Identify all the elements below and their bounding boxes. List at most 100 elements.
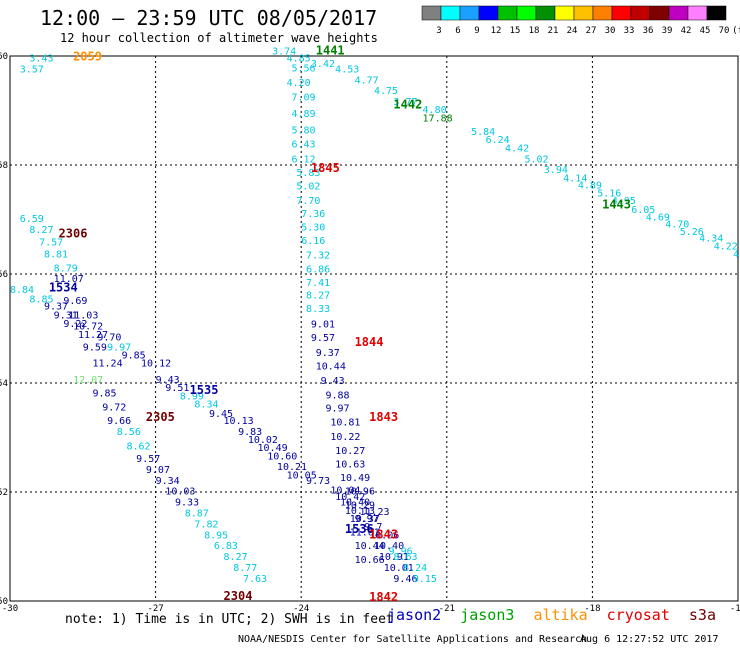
- wave-height-value: 11.03: [68, 311, 98, 322]
- wave-height-value: 10.12: [141, 359, 171, 370]
- latitude-tick: 58: [0, 161, 8, 171]
- colorbar-swatch: [421, 5, 442, 21]
- colorbar-label: 39: [662, 26, 673, 36]
- track-time-label: 1441: [316, 43, 345, 57]
- colorbar-swatch: [497, 5, 518, 21]
- wave-height-value: 4.34: [699, 233, 723, 244]
- track-time-label: 2305: [146, 410, 175, 424]
- wave-height-value: 5.26: [680, 227, 704, 238]
- colorbar-swatch: [535, 5, 556, 21]
- wave-height-value: 5.84: [471, 127, 495, 138]
- longitude-tick: -21: [439, 604, 455, 614]
- wave-height-value: 8.27: [29, 225, 53, 236]
- wave-height-value: 9.43: [156, 375, 180, 386]
- colorbar-swatch: [687, 5, 708, 21]
- wave-height-value: 10.13: [345, 506, 375, 517]
- wave-height-value: 10.60: [267, 451, 297, 462]
- colorbar-label: (ft): [732, 26, 740, 36]
- track-time-label: 2059: [73, 49, 102, 63]
- wave-height-value: 10.96: [345, 487, 375, 498]
- wave-height-value: 10.40: [340, 498, 370, 509]
- colorbar-swatch: [459, 5, 480, 21]
- wave-height-value: 10.29: [345, 500, 375, 511]
- latitude-tick-labels: 50 52 54 56 58 60: [0, 52, 8, 607]
- track-time-label: 1843: [369, 527, 398, 541]
- wave-height-value: 8.27: [224, 552, 248, 563]
- wave-height-value: 10.63: [335, 459, 365, 470]
- wave-height-value: 10.01: [384, 563, 414, 574]
- wave-height-value: 10.02: [248, 435, 278, 446]
- wave-height-value: 9.31: [54, 311, 78, 322]
- longitude-tick: -18: [584, 604, 600, 614]
- wave-height-value: 10.42: [335, 492, 365, 503]
- colorbar-label: 18: [529, 26, 540, 36]
- wave-height-value: 6.16: [301, 236, 325, 247]
- wave-height-value: 9.15: [413, 574, 437, 585]
- wave-height-value: 4.80: [423, 105, 447, 116]
- wave-height-value: 6.05: [631, 205, 655, 216]
- track-time-label: 1843: [369, 410, 398, 424]
- wave-height-value: 9.51: [165, 383, 189, 394]
- wave-height-value: 6.86: [306, 264, 330, 275]
- colorbar-label: 9: [474, 26, 479, 36]
- colorbar-swatch: [554, 5, 575, 21]
- wave-height-value: 3.43: [29, 53, 53, 64]
- wave-height-value: 9.85: [122, 350, 146, 361]
- wave-height-value: 9.57: [311, 333, 335, 344]
- wave-height-value: 6.12: [291, 154, 315, 165]
- map-subtitle: 12 hour collection of altimeter wave hei…: [60, 31, 378, 45]
- wave-height-value: 9.01: [311, 319, 335, 330]
- map-title: 12:00 – 23:59 UTC 08/05/2017: [40, 6, 378, 30]
- footer-timestamp: Aug 6 12:27:52 UTC 2017: [580, 634, 719, 645]
- wave-height-value: 8.62: [126, 441, 150, 452]
- wave-height-value: 8.84: [10, 285, 34, 296]
- wave-height-value: 8.33: [306, 304, 330, 315]
- colorbar-label: 33: [624, 26, 635, 36]
- wave-height-value: 10.44: [355, 541, 385, 552]
- note-text: note: 1) Time is in UTC; 2) SWH is in fe…: [65, 612, 394, 627]
- wave-height-value: 3.42: [311, 59, 335, 70]
- wave-height-value: 9.46: [393, 574, 417, 585]
- wave-height-value: 10.49: [340, 473, 370, 484]
- wave-height-value: 9.83: [238, 427, 262, 438]
- longitude-tick: -24: [293, 604, 309, 614]
- wave-height-value: 7.63: [243, 574, 267, 585]
- legend-jason3: jason3: [460, 606, 515, 624]
- observation-layer: 3.433.576.598.277.578.818.7911.078.848.8…: [10, 46, 740, 585]
- track-time-label: 2306: [59, 226, 88, 240]
- wave-height-value: 8.95: [204, 530, 228, 541]
- wave-height-value: 4.95: [612, 196, 636, 207]
- colorbar-label: 36: [643, 26, 654, 36]
- wave-height-value: 6.24: [486, 135, 510, 146]
- wave-height-value: 6.43: [291, 140, 315, 151]
- wave-height-value: 9.22: [63, 319, 87, 330]
- wave-height-value: 8.63: [393, 552, 417, 563]
- colorbar-swatch: [668, 5, 689, 21]
- footer-credit: NOAA/NESDIS Center for Satellite Applica…: [238, 634, 588, 645]
- wave-height-value: 8.77: [233, 563, 257, 574]
- legend-cryosat: cryosat: [606, 606, 670, 624]
- track-time-label: 2304: [224, 589, 253, 603]
- colorbar-swatch: [592, 5, 613, 21]
- wave-height-value: 12.07: [73, 375, 103, 386]
- wave-height-value: 4.70: [665, 220, 689, 231]
- wave-height-value: 10.04: [330, 486, 360, 497]
- wave-height-value: 8.81: [44, 250, 68, 261]
- wave-height-value: 3.57: [20, 64, 44, 75]
- track-time-label: 1536: [345, 522, 374, 536]
- wave-height-value: 4.89: [578, 180, 602, 191]
- wave-height-value: 9.73: [306, 476, 330, 487]
- wave-height-value: 10.27: [335, 446, 365, 457]
- wave-height-value: 10.40: [374, 541, 404, 552]
- wave-height-value: 7.82: [194, 519, 218, 530]
- wave-height-value: 9.97: [325, 403, 349, 414]
- colorbar-label: 12: [491, 26, 502, 36]
- wave-height-value: 6.83: [214, 541, 238, 552]
- wave-height-value: 5.16: [597, 189, 621, 200]
- track-time-label: 1443: [602, 198, 631, 212]
- wave-height-value: 8.27: [306, 291, 330, 302]
- wave-height-value: 7.57: [39, 238, 63, 249]
- wave-height-value: 8.34: [194, 400, 218, 411]
- wave-height-value: 9.69: [63, 296, 87, 307]
